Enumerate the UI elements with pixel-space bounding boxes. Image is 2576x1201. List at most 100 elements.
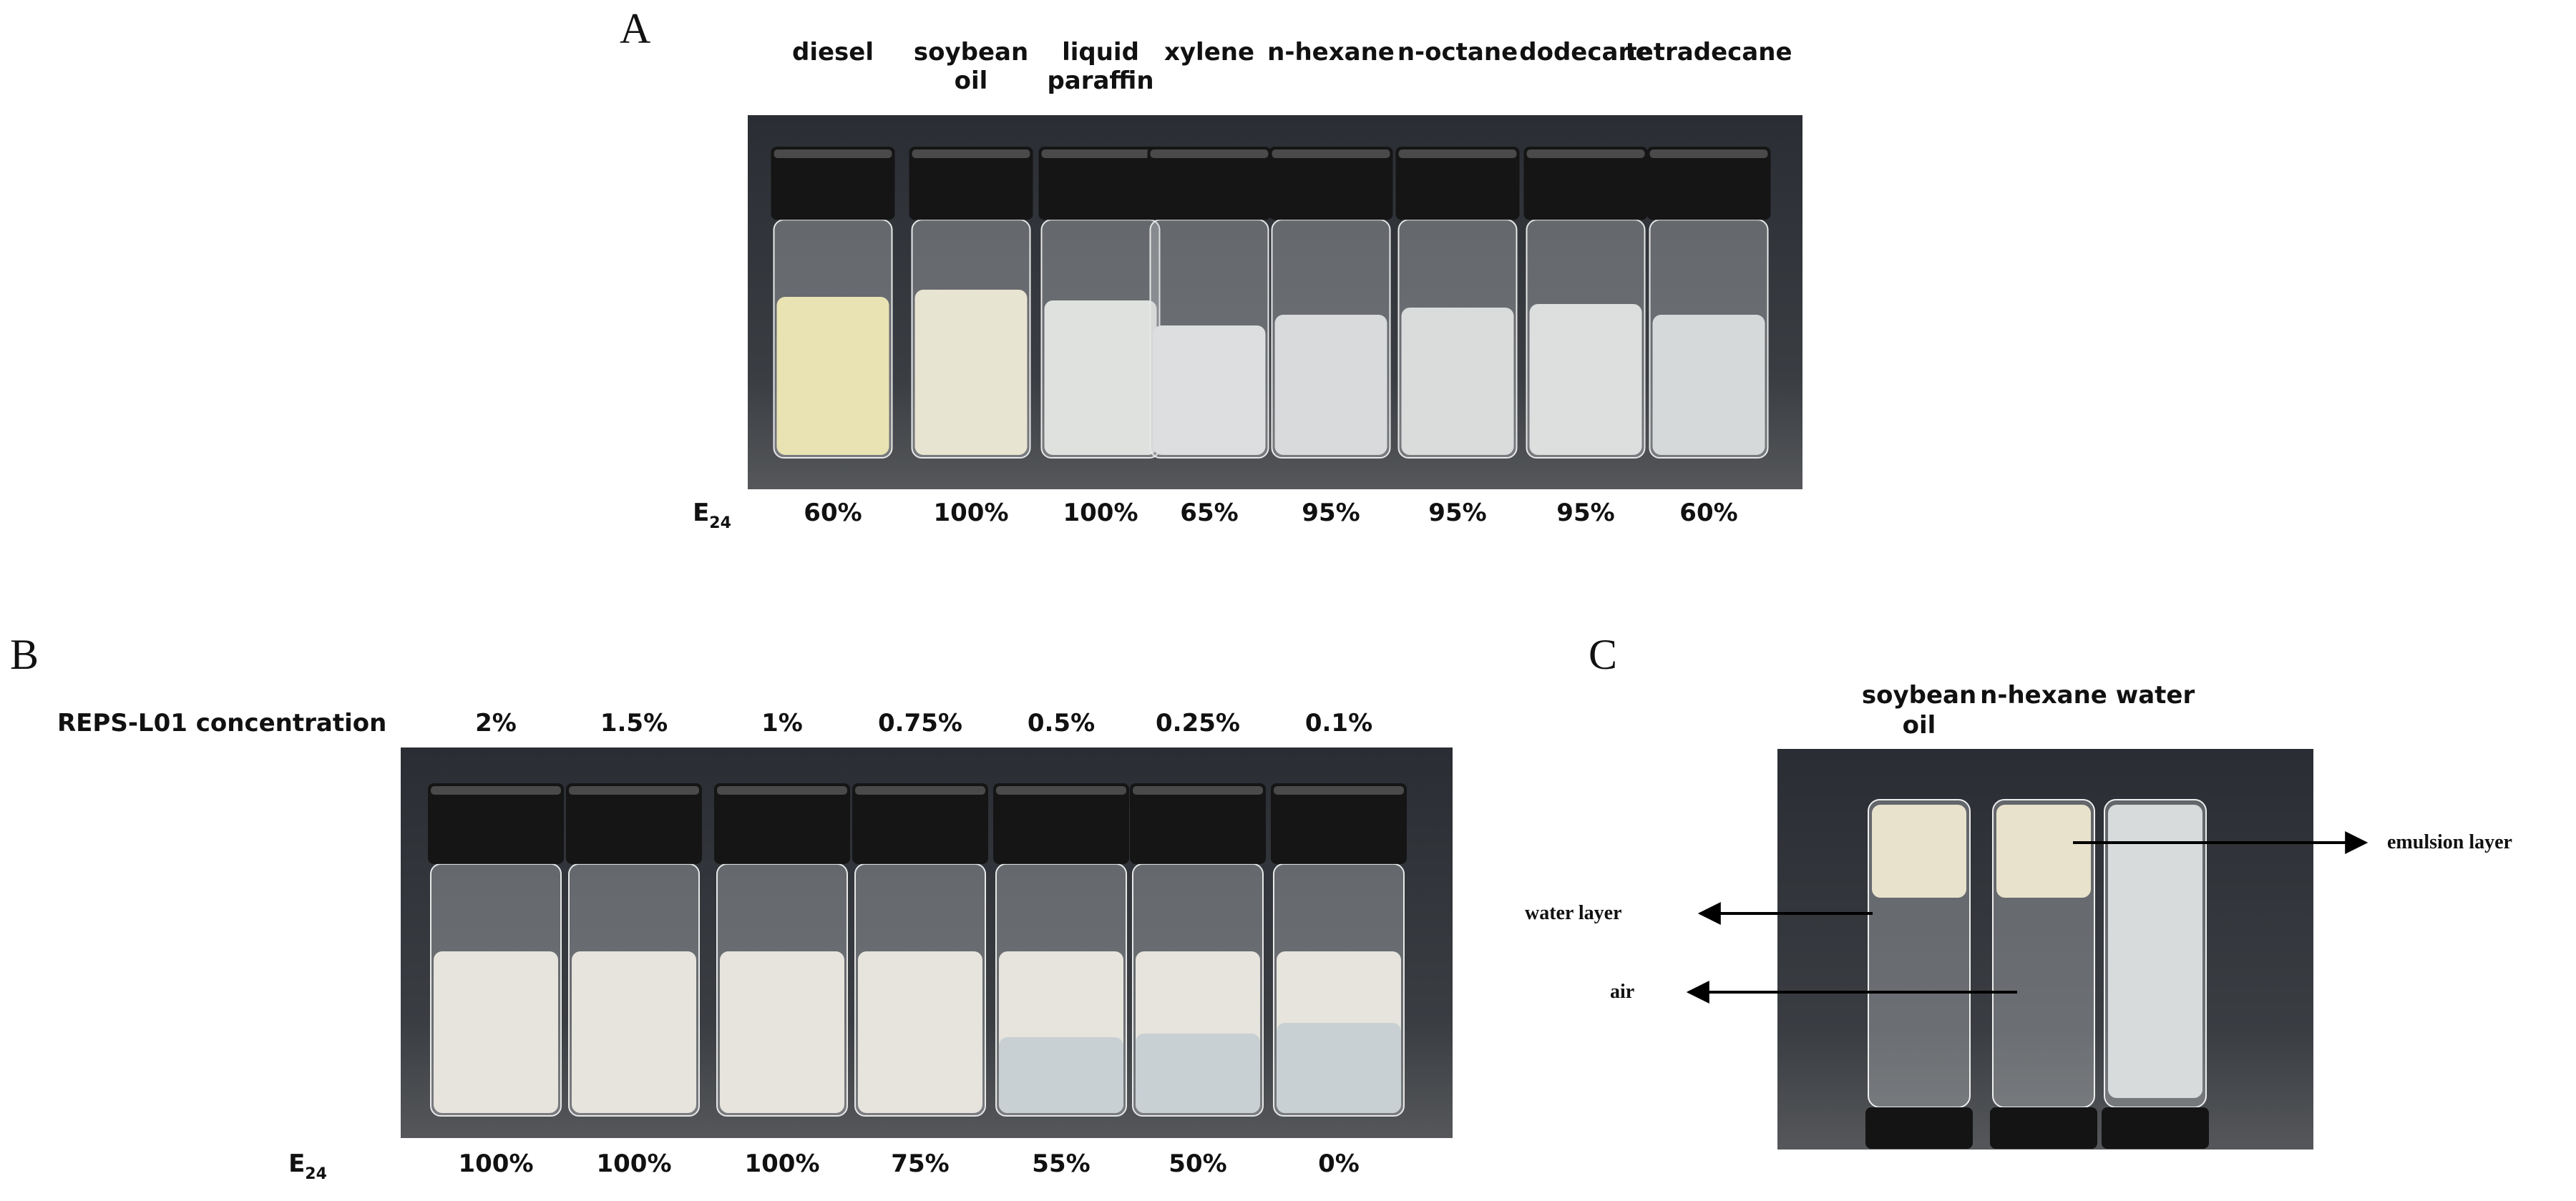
vial-liquid [572,951,696,1113]
e24-symbol: E [693,499,709,527]
cap-shine [774,149,892,158]
concentration: 0.25% [1156,709,1240,737]
annotation: emulsion layer [2387,831,2512,853]
vial-cap [1038,147,1163,220]
e24-value: 75% [891,1149,949,1178]
concentration: 2% [475,709,517,737]
column-label: tetradecane [1625,38,1792,67]
concentration: 0.75% [878,709,962,737]
cap-shine [855,786,985,795]
e24-subscript: 24 [709,514,731,532]
cap-shine [1274,786,1404,795]
column-label: n-hexane [1267,38,1395,67]
cap-shine [431,786,561,795]
column-label: liquid [1062,38,1139,67]
column-label: water [2116,681,2195,710]
vial-liquid [1274,315,1387,455]
column-label: diesel [792,38,874,67]
e24-value: 60% [1679,499,1737,527]
panel-letter: A [620,5,650,52]
concentration: 1.5% [600,709,668,737]
vial-cap [1147,147,1272,220]
cap-shine [1133,786,1263,795]
e24-label: E24 [693,499,731,532]
vial-liquid [776,297,889,455]
vial-cap [1523,147,1648,220]
panel-letter: C [1589,631,1617,678]
concentration: 1% [761,709,803,737]
vial-cap [1646,147,1771,220]
vial-cap [852,783,988,864]
cap-shine [1150,149,1269,158]
vial-liquid [1153,325,1266,455]
concentration: 0.1% [1305,709,1372,737]
column-label: oil [1903,711,1936,740]
e24-symbol: E [288,1149,305,1178]
e24-value: 100% [596,1149,671,1178]
column-label: dodecane [1519,38,1652,67]
vial-liquid [999,1037,1123,1113]
vial-emulsion [1872,805,1966,898]
column-label: paraffin [1047,67,1153,95]
e24-subscript: 24 [305,1165,327,1183]
vial-liquid [1652,315,1765,455]
e24-value: 60% [804,499,862,527]
vial-cap [909,147,1033,220]
vial-cap [771,147,895,220]
vial-liquid [434,951,558,1113]
cap-shine [569,786,699,795]
cap-shine [996,786,1126,795]
e24-value: 95% [1556,499,1614,527]
vial-cap [714,783,850,864]
vial-cap [1130,783,1266,864]
vial-liquid [1044,300,1157,455]
cap-shine [912,149,1030,158]
e24-value: 100% [1063,499,1138,527]
column-label: oil [955,67,988,95]
cap-shine [1649,149,1768,158]
vial-cap [2102,1107,2209,1149]
vial-liquid [1401,308,1514,455]
cap-shine [1526,149,1645,158]
column-label: n-hexane [1980,681,2107,710]
e24-label: E24 [288,1149,327,1183]
vial-liquid [858,951,982,1113]
column-label: soybean [1862,681,1976,710]
vial-cap [566,783,702,864]
annotation: air [1610,981,1634,1003]
vial-liquid [720,951,844,1113]
vial-emulsion [1996,805,2091,898]
vial-cap [1269,147,1393,220]
cap-shine [717,786,847,795]
vial-cap [1271,783,1407,864]
vial-cap [1395,147,1520,220]
vial-liquid [1277,1023,1401,1113]
e24-value: 95% [1428,499,1486,527]
vial-liquid [1136,1034,1260,1113]
vial-liquid [914,290,1028,455]
vial-liquid [1529,304,1642,455]
cap-shine [1398,149,1517,158]
e24-value: 95% [1302,499,1360,527]
e24-value: 100% [458,1149,533,1178]
e24-value: 65% [1180,499,1238,527]
annotation: water layer [1525,902,1622,924]
column-label: soybean [914,38,1028,67]
e24-value: 100% [744,1149,819,1178]
column-label: xylene [1164,38,1254,67]
cap-shine [1272,149,1390,158]
vial-emulsion [2108,805,2202,1098]
e24-value: 55% [1032,1149,1090,1178]
vial-cap [1865,1107,1973,1149]
cap-shine [1041,149,1160,158]
e24-value: 50% [1169,1149,1226,1178]
concentration: 0.5% [1028,709,1095,737]
panel-letter: B [10,631,39,678]
vial-cap [1990,1107,2097,1149]
column-label: n-octane [1397,38,1518,67]
e24-value: 100% [933,499,1008,527]
row-label: REPS-L01 concentration [57,709,386,737]
vial-cap [993,783,1129,864]
